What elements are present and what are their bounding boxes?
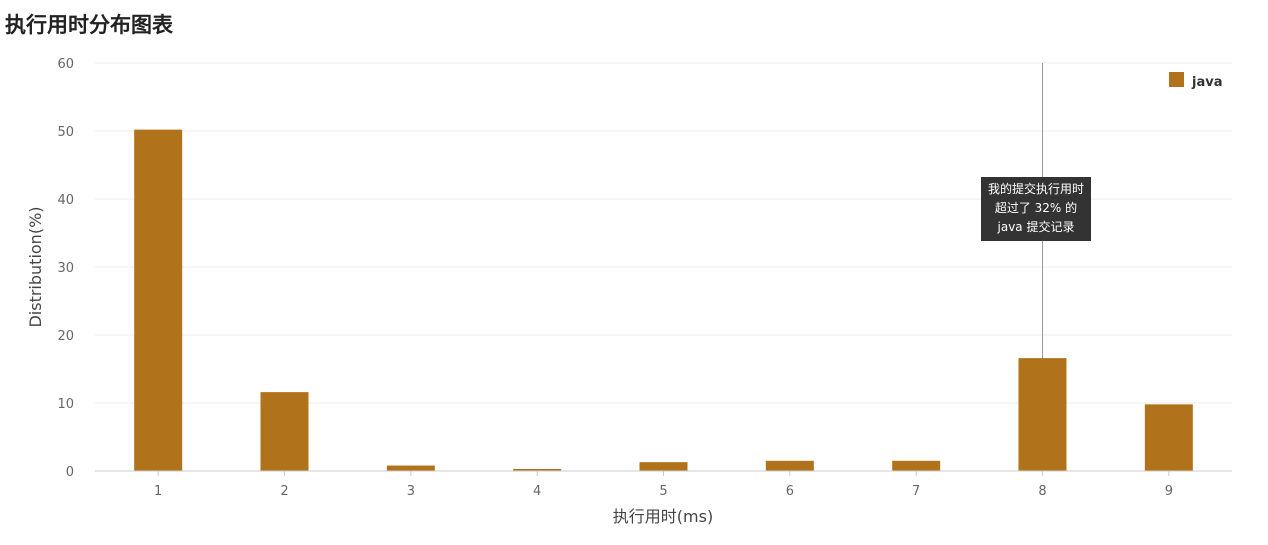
x-tick-label-9: 9 <box>1165 484 1173 499</box>
bar-3 <box>386 465 435 471</box>
page-title: 执行用时分布图表 <box>5 13 173 37</box>
submission-tooltip: 我的提交执行用时 超过了 32% 的 java 提交记录 <box>981 177 1091 241</box>
x-tick-label-2: 2 <box>280 484 288 499</box>
x-tick-label-3: 3 <box>407 484 415 499</box>
y-tick-label-10: 10 <box>57 397 74 412</box>
tooltip-line-1: 我的提交执行用时 <box>987 182 1084 196</box>
bar-5 <box>639 462 688 471</box>
y-tick-label-60: 60 <box>57 57 74 72</box>
bar-1 <box>134 129 183 471</box>
bar-2 <box>260 392 309 471</box>
x-tick-label-6: 6 <box>786 484 794 499</box>
y-tick-label-40: 40 <box>57 193 74 208</box>
tooltip-line-3: java 提交记录 <box>997 220 1075 234</box>
x-tick-label-4: 4 <box>533 484 541 499</box>
legend-swatch-java <box>1169 72 1184 87</box>
y-tick-label-50: 50 <box>57 125 74 140</box>
bar-9 <box>1144 404 1193 471</box>
x-tick-label-8: 8 <box>1038 484 1046 499</box>
y-tick-label-0: 0 <box>66 465 74 480</box>
x-tick-label-1: 1 <box>154 484 162 499</box>
bar-6 <box>765 460 814 471</box>
x-tick-label-7: 7 <box>912 484 920 499</box>
bar-7 <box>892 460 941 471</box>
bar-8 <box>1018 358 1067 471</box>
axes: 0 10 20 30 40 50 60 1 2 3 4 5 6 7 8 9 <box>57 57 1232 499</box>
y-tick-label-30: 30 <box>57 261 74 276</box>
tooltip-line-2: 超过了 32% 的 <box>994 201 1078 215</box>
x-tick-label-5: 5 <box>659 484 667 499</box>
y-tick-label-20: 20 <box>57 329 74 344</box>
bar-4 <box>513 468 562 471</box>
y-axis-title: Distribution(%) <box>26 206 45 327</box>
legend[interactable]: java <box>1169 72 1222 90</box>
bars <box>134 129 1193 471</box>
x-axis-title: 执行用时(ms) <box>613 507 713 526</box>
legend-label-java[interactable]: java <box>1191 75 1222 90</box>
